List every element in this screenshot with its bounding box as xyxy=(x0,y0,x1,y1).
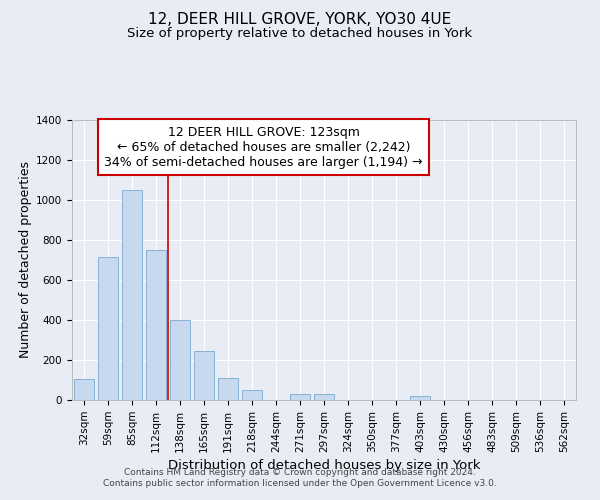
Bar xyxy=(314,394,334,400)
Bar xyxy=(410,396,430,400)
Bar xyxy=(218,378,238,400)
Text: Contains HM Land Registry data © Crown copyright and database right 2024.
Contai: Contains HM Land Registry data © Crown c… xyxy=(103,468,497,487)
Bar xyxy=(122,190,142,400)
Y-axis label: Number of detached properties: Number of detached properties xyxy=(19,162,32,358)
Bar xyxy=(146,250,166,400)
Bar xyxy=(74,379,94,400)
Bar xyxy=(290,394,310,400)
Bar xyxy=(242,390,262,400)
Bar xyxy=(98,257,118,400)
Text: Size of property relative to detached houses in York: Size of property relative to detached ho… xyxy=(127,28,473,40)
Text: 12 DEER HILL GROVE: 123sqm
← 65% of detached houses are smaller (2,242)
34% of s: 12 DEER HILL GROVE: 123sqm ← 65% of deta… xyxy=(104,126,423,168)
Text: 12, DEER HILL GROVE, YORK, YO30 4UE: 12, DEER HILL GROVE, YORK, YO30 4UE xyxy=(148,12,452,28)
Bar xyxy=(170,320,190,400)
Bar xyxy=(194,351,214,400)
X-axis label: Distribution of detached houses by size in York: Distribution of detached houses by size … xyxy=(168,459,480,472)
